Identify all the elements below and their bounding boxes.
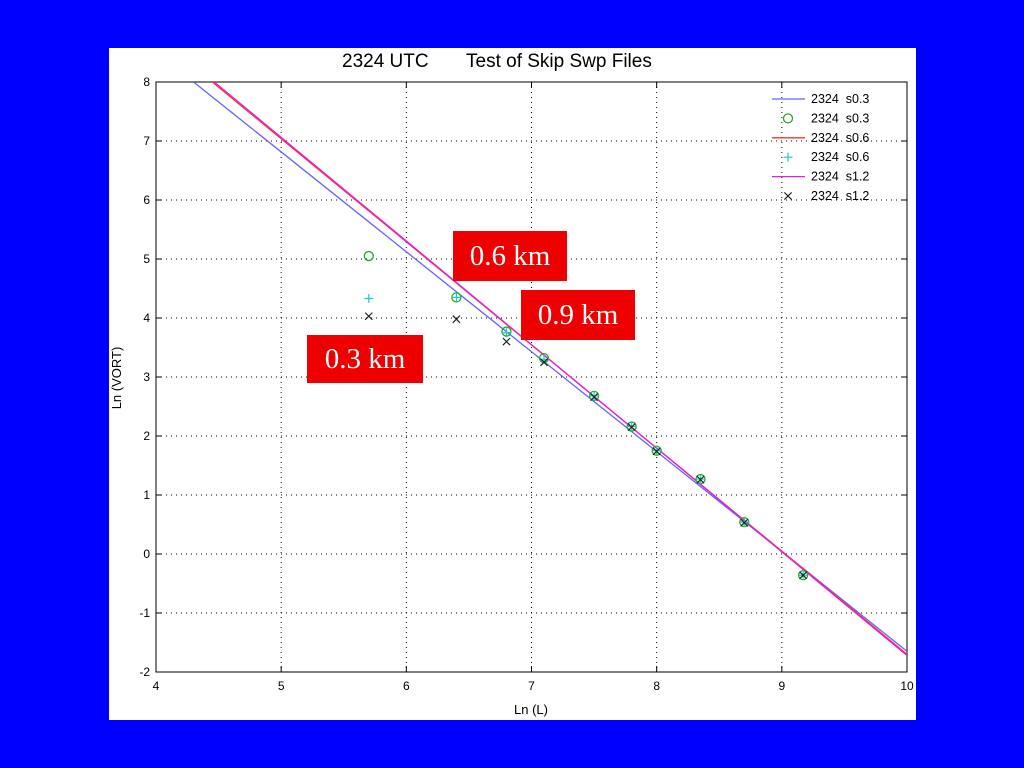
chart-panel: 2324 UTC Test of Skip Swp Files 4 5 6 7 8 9 10… <box>109 48 916 720</box>
callout-0-9-km: 0.9 km <box>521 290 635 340</box>
y-tick-label: 2 <box>143 429 150 443</box>
legend-entry: 2324 s0.3 <box>772 92 869 106</box>
y-tick-label: 0 <box>143 547 150 561</box>
data-point <box>590 393 599 402</box>
y-tick-label: 6 <box>143 193 150 207</box>
data-point <box>696 475 705 484</box>
legend-entry: 2324 s1.2 <box>783 189 869 203</box>
data-point <box>652 447 661 456</box>
data-point <box>740 518 749 527</box>
chart-title: 2324 UTC Test of Skip Swp Files <box>342 51 652 72</box>
data-point <box>539 358 549 367</box>
x-tick-label: 5 <box>278 679 285 693</box>
y-tick-label: 7 <box>143 134 150 148</box>
legend-swatch-marker <box>782 113 794 124</box>
y-tick-label: -1 <box>139 606 150 620</box>
legend-label: 2324 s1.2 <box>811 170 869 184</box>
data-point <box>501 328 511 338</box>
x-tick-label: 8 <box>653 679 660 693</box>
data-point <box>363 250 374 262</box>
data-point <box>451 292 461 302</box>
y-tick-label: -2 <box>139 665 150 679</box>
x-tick-label: 10 <box>900 679 914 693</box>
data-point <box>452 315 461 324</box>
fit-lines <box>193 82 907 656</box>
y-tick-label: 4 <box>143 311 150 325</box>
legend-entry: 2324 s0.3 <box>782 111 869 125</box>
y-axis-label: Ln (VORT) <box>109 347 124 410</box>
data-point <box>502 337 511 346</box>
legend-label: 2324 s0.3 <box>811 92 869 106</box>
x-tick-label: 7 <box>528 679 535 693</box>
x-axis-label: Ln (L) <box>514 702 548 717</box>
legend-label: 2324 s0.6 <box>811 131 869 145</box>
legend-entry: 2324 s1.2 <box>772 170 869 184</box>
data-point <box>627 423 636 432</box>
legend-swatch-marker <box>783 152 793 162</box>
chart-title-time: 2324 UTC <box>342 51 429 72</box>
y-tick-label: 3 <box>143 370 150 384</box>
legend: 2324 s0.3 2324 s0.3 2324 s0.6 2324 s0.6 2324… <box>772 92 869 203</box>
legend-entry: 2324 s0.6 <box>783 150 869 164</box>
chart-svg: 2324 UTC Test of Skip Swp Files 4 5 6 7 8 9 10… <box>109 51 914 717</box>
data-point <box>589 391 599 401</box>
data-point <box>799 571 808 580</box>
data-point <box>364 312 373 321</box>
chart-title-text: Test of Skip Swp Files <box>466 51 652 72</box>
x-tick-label: 6 <box>403 679 410 693</box>
legend-swatch-marker <box>783 191 793 201</box>
callout-0-6-km: 0.6 km <box>453 231 567 281</box>
fit-line <box>213 82 907 656</box>
y-tick-label: 1 <box>143 488 150 502</box>
x-tick-label: 4 <box>153 679 160 693</box>
legend-label: 2324 s1.2 <box>811 189 869 203</box>
callout-0-3-km: 0.3 km <box>307 335 423 383</box>
x-tick-label: 9 <box>778 679 785 693</box>
axis-ticks: 4 5 6 7 8 9 10 -2 -1 0 1 2 3 4 5 6 7 8 <box>139 75 914 693</box>
data-point <box>364 294 374 304</box>
legend-label: 2324 s0.3 <box>811 111 869 125</box>
data-markers <box>363 250 809 581</box>
y-tick-label: 5 <box>143 252 150 266</box>
y-tick-label: 8 <box>143 75 150 89</box>
legend-label: 2324 s0.6 <box>811 150 869 164</box>
grid <box>156 82 907 672</box>
legend-entry: 2324 s0.6 <box>772 131 869 145</box>
